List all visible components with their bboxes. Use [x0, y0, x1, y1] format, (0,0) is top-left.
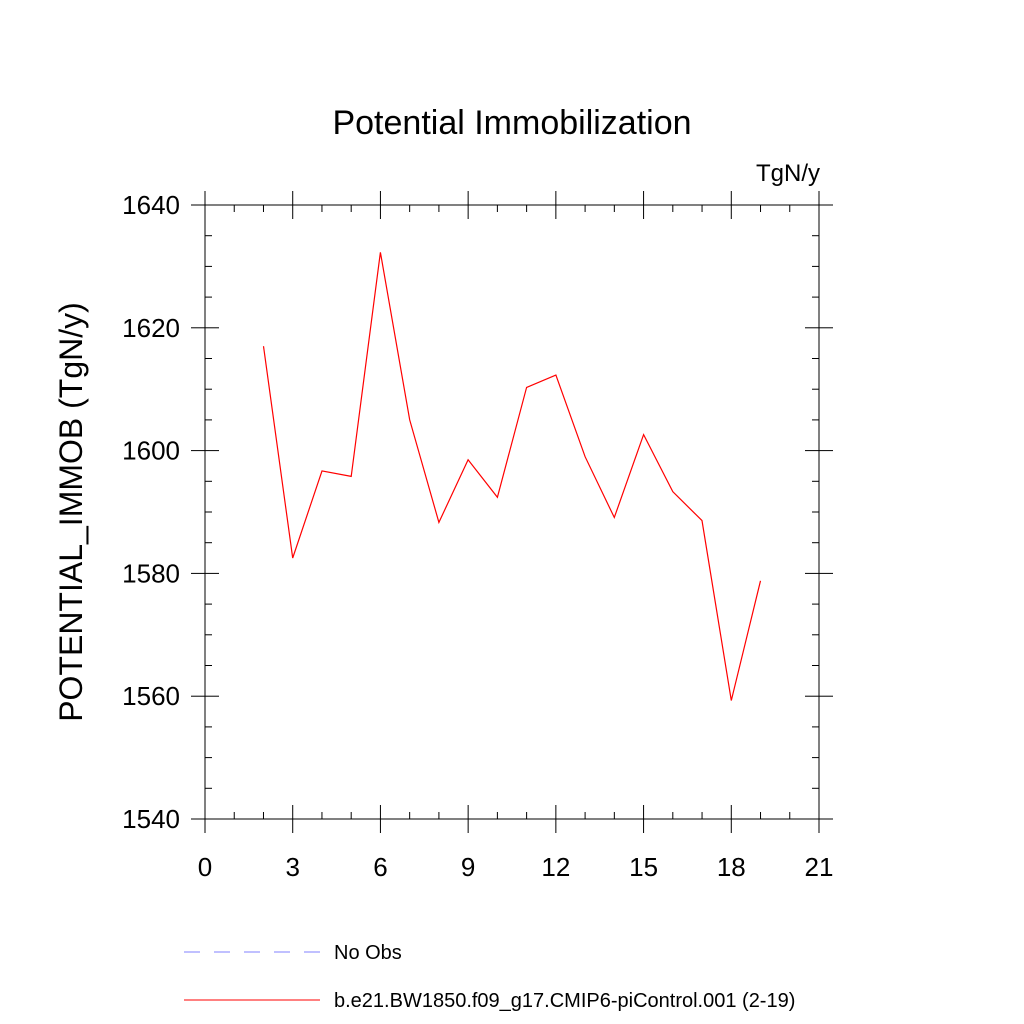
y-tick-label: 1620 [122, 313, 180, 343]
y-axis-label: POTENTIAL_IMMOB (TgN/y) [53, 302, 89, 722]
x-tick-label: 3 [285, 852, 299, 882]
y-tick-label: 1640 [122, 190, 180, 220]
legend-label: b.e21.BW1850.f09_g17.CMIP6-piControl.001… [334, 990, 795, 1012]
plot-frame [204, 204, 820, 820]
x-axis-ticks: 0 3 6 9 12 15 18 21 [198, 191, 834, 882]
y-axis-ticks: 1540 1560 1580 1600 1620 1640 [122, 190, 833, 834]
y-tick-label: 1540 [122, 804, 180, 834]
x-tick-label: 9 [461, 852, 475, 882]
series-line [262, 252, 762, 701]
x-tick-label: 18 [717, 852, 746, 882]
y-tick-label: 1560 [122, 681, 180, 711]
units-label: TgN/y [756, 160, 820, 187]
y-tick-label: 1580 [122, 558, 180, 588]
legend-label: No Obs [334, 942, 402, 964]
x-tick-label: 12 [541, 852, 570, 882]
legend: No Obs b.e21.BW1850.f09_g17.CMIP6-piContr… [184, 942, 795, 1012]
x-tick-label: 15 [629, 852, 658, 882]
y-tick-label: 1600 [122, 436, 180, 466]
x-tick-label: 6 [373, 852, 387, 882]
series-layer [262, 252, 762, 701]
chart-title: Potential Immobilization [332, 104, 691, 142]
x-tick-label: 21 [805, 852, 834, 882]
x-tick-label: 0 [198, 852, 212, 882]
